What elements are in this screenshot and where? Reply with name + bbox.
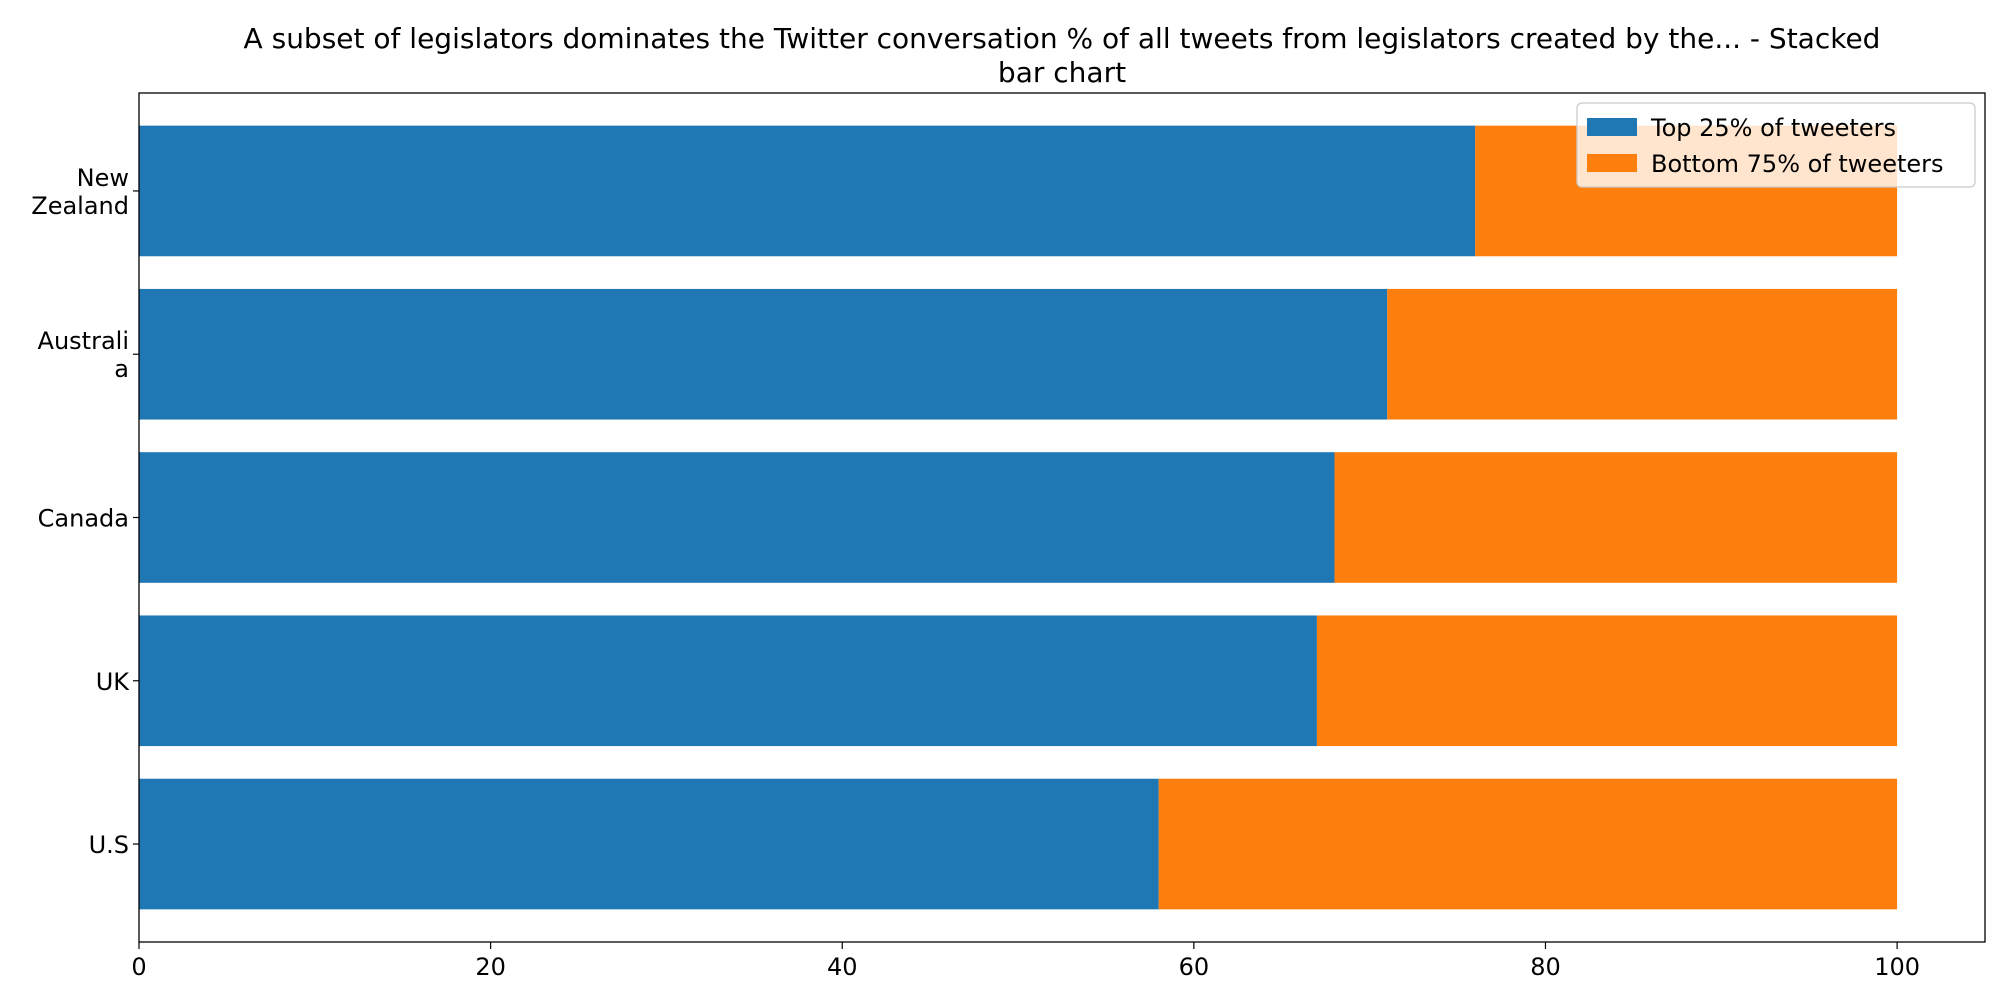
x-tick-label: 20: [475, 953, 506, 981]
x-tick-label: 80: [1530, 953, 1561, 981]
bar-segment: [139, 778, 1159, 910]
x-axis: 0 20 40 60 80 100: [131, 942, 1920, 981]
bars: [139, 125, 1898, 910]
bar-segment: [1158, 778, 1898, 910]
legend-swatch: [1587, 118, 1637, 136]
x-tick-label: 0: [131, 953, 146, 981]
chart-title-line: A subset of legislators dominates the Tw…: [244, 22, 1881, 55]
chart-title: A subset of legislators dominates the Tw…: [244, 22, 1881, 89]
bar-segment: [139, 452, 1335, 583]
bar-segment: [139, 288, 1388, 420]
bar-segment: [139, 615, 1317, 747]
legend-label: Top 25% of tweeters: [1650, 114, 1896, 142]
bar-segment: [139, 125, 1476, 257]
x-tick-label: 100: [1874, 953, 1920, 981]
bar-segment: [1334, 452, 1898, 583]
legend-box: [1576, 102, 1976, 188]
y-tick-label: Canada: [38, 505, 129, 533]
bar-segment: [1387, 288, 1898, 420]
y-tick-label: Australi: [38, 327, 129, 355]
legend-label: Bottom 75% of tweeters: [1651, 150, 1944, 178]
y-tick-label: UK: [96, 668, 131, 696]
y-tick-label: Zealand: [31, 192, 129, 220]
legend: Top 25% of tweeters Bottom 75% of tweeter…: [1576, 102, 1976, 188]
x-tick-label: 40: [827, 953, 858, 981]
x-tick-label: 60: [1179, 953, 1210, 981]
y-tick-label: U.S: [89, 831, 129, 859]
legend-swatch: [1587, 154, 1637, 172]
chart-title-line: bar chart: [998, 56, 1126, 89]
y-tick-label: a: [114, 355, 129, 383]
y-tick-label: New: [77, 164, 129, 192]
bar-segment: [1316, 615, 1898, 747]
